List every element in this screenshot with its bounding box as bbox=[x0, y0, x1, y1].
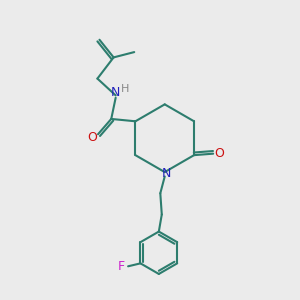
Text: N: N bbox=[111, 86, 120, 99]
Text: F: F bbox=[118, 260, 125, 273]
Text: N: N bbox=[161, 167, 171, 180]
Text: H: H bbox=[121, 84, 129, 94]
Text: O: O bbox=[87, 131, 97, 144]
Text: O: O bbox=[215, 147, 225, 160]
